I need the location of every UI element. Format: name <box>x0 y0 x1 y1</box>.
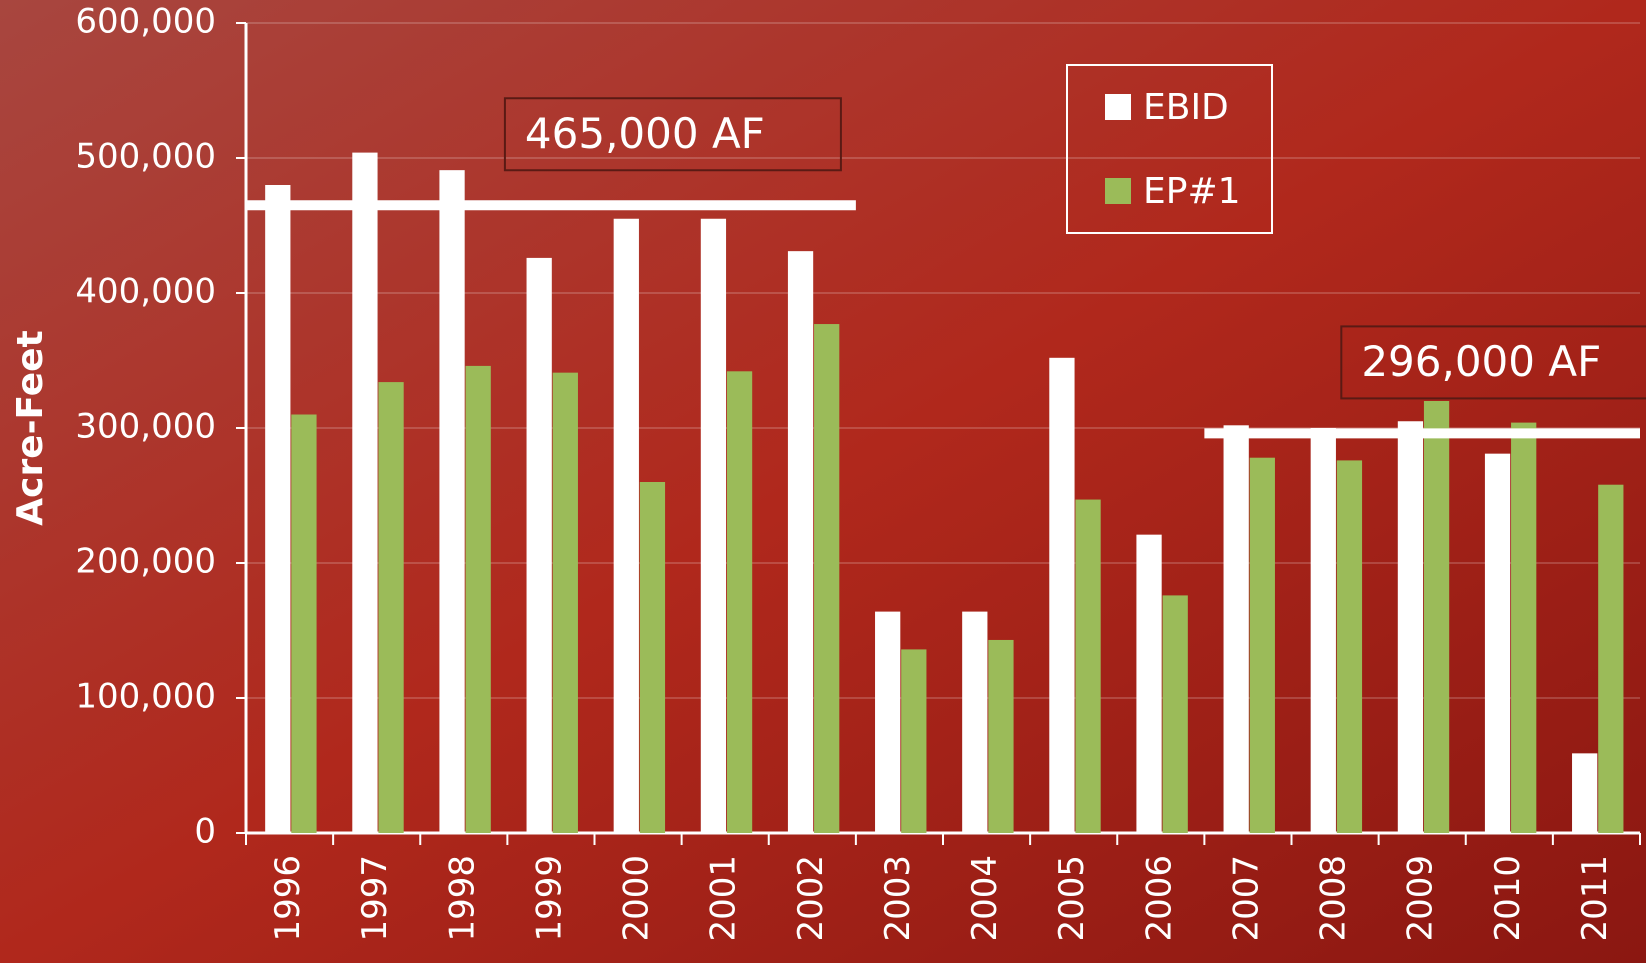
bar <box>1162 595 1188 833</box>
bar <box>1598 484 1624 833</box>
y-tick-label: 400,000 <box>75 272 216 312</box>
bar <box>1223 425 1249 833</box>
y-tick-label: 600,000 <box>75 2 216 42</box>
bar <box>1075 499 1101 833</box>
bar <box>613 218 639 833</box>
bar <box>552 372 578 833</box>
x-tick-label: 2010 <box>1488 855 1528 942</box>
bar <box>465 365 491 833</box>
bar <box>1249 457 1275 833</box>
x-tick-label: 1996 <box>268 855 308 942</box>
legend-swatch <box>1105 178 1131 204</box>
annotation-box <box>503 97 842 172</box>
bar <box>639 482 666 833</box>
bar <box>265 185 291 833</box>
x-tick-label: 1999 <box>529 855 569 942</box>
bar <box>875 611 901 833</box>
legend-box <box>1066 64 1273 234</box>
bar <box>1423 401 1450 833</box>
legend-label: EP#1 <box>1143 171 1241 212</box>
bar <box>1511 422 1537 833</box>
bar <box>1336 460 1363 833</box>
bar <box>1572 753 1598 833</box>
bar <box>988 639 1014 833</box>
x-tick-label: 2009 <box>1401 855 1441 942</box>
bar <box>726 371 753 833</box>
x-tick-label: 2007 <box>1226 855 1266 942</box>
x-tick-label: 1997 <box>355 855 395 942</box>
bar <box>439 170 465 833</box>
bar <box>1397 421 1424 833</box>
annotation-label: 296,000 AF <box>1361 337 1601 386</box>
bar <box>962 611 988 833</box>
bar <box>291 414 317 833</box>
x-tick-label: 2003 <box>878 855 918 942</box>
x-tick-label: 2004 <box>965 855 1005 942</box>
x-tick-label: 2005 <box>1052 855 1092 942</box>
x-tick-label: 2008 <box>1314 855 1354 942</box>
x-tick-label: 2001 <box>704 855 744 942</box>
x-tick-label: 2002 <box>791 855 831 942</box>
bar <box>1136 534 1162 833</box>
y-tick-label: 500,000 <box>75 137 216 177</box>
x-tick-label: 1998 <box>442 855 482 942</box>
annotation-label: 465,000 AF <box>525 109 765 158</box>
bar <box>378 382 404 833</box>
legend-label: EBID <box>1143 87 1229 128</box>
y-axis-label: Acre-Feet <box>10 330 51 526</box>
x-tick-label: 2011 <box>1575 855 1615 942</box>
bar <box>787 251 814 833</box>
bar <box>1049 357 1075 833</box>
bar <box>901 649 927 833</box>
legend-swatch <box>1105 94 1131 120</box>
x-tick-label: 2000 <box>617 855 657 942</box>
bar <box>1484 453 1511 833</box>
y-tick-label: 200,000 <box>75 542 216 582</box>
annotation-box <box>1340 325 1646 400</box>
bar <box>700 218 727 833</box>
bar <box>1310 428 1336 833</box>
bar <box>352 152 378 834</box>
y-tick-label: 100,000 <box>75 677 216 717</box>
bar <box>526 257 552 833</box>
bar <box>814 324 840 833</box>
y-tick-label: 0 <box>194 812 216 852</box>
y-tick-label: 300,000 <box>75 407 216 447</box>
x-tick-label: 2006 <box>1139 855 1179 942</box>
